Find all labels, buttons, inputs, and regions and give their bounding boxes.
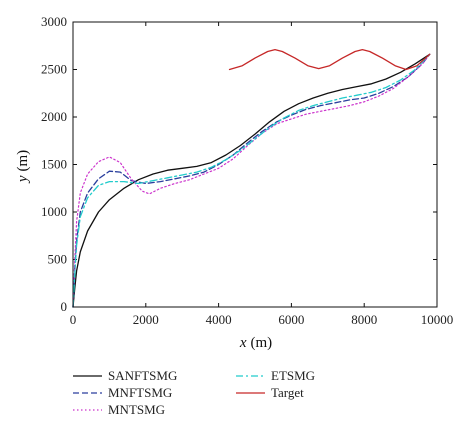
x-axis-label: x (m): [239, 335, 272, 351]
y-axis-unit: (m): [15, 150, 31, 172]
series-lines: [72, 48, 431, 308]
y-tick-label: 500: [48, 252, 68, 267]
x-tick-label: 4000: [206, 312, 232, 327]
x-tick-label: 10000: [421, 312, 454, 327]
y-tick-label: 3000: [41, 14, 67, 29]
y-tick-label: 2500: [41, 62, 67, 77]
y-tick-label: 1000: [41, 204, 67, 219]
series-line-mnftsmg: [72, 53, 431, 308]
legend-label-sanftsmg: SANFTSMG: [108, 368, 177, 383]
x-tick-label: 2000: [133, 312, 159, 327]
x-tick-label: 6000: [278, 312, 304, 327]
y-axis-label: y (m): [15, 150, 31, 184]
x-axis-unit: (m): [251, 335, 273, 351]
legend-label-target: Target: [271, 385, 304, 400]
series-line-target: [228, 48, 431, 71]
x-tick-label: 0: [70, 312, 77, 327]
series-line-sanftsmg: [72, 53, 431, 308]
y-axis-var: y: [15, 175, 31, 184]
legend: SANFTSMG MNFTSMG MNTSMG ETSMG Target: [73, 368, 315, 417]
axis-ticks: 0 2000 4000 6000 8000 10000 0 500 1000 1500 2000 25…: [41, 14, 453, 327]
x-tick-label: 8000: [351, 312, 377, 327]
legend-label-mnftsmg: MNFTSMG: [108, 385, 172, 400]
x-axis-var: x: [239, 335, 247, 351]
plot-frame: [72, 21, 438, 308]
y-tick-label: 2000: [41, 109, 67, 124]
series-line-mntsmg: [72, 53, 431, 308]
y-tick-label: 1500: [41, 157, 67, 172]
y-tick-label: 0: [61, 299, 68, 314]
series-line-etsmg: [72, 53, 431, 308]
legend-label-etsmg: ETSMG: [271, 368, 315, 383]
legend-label-mntsmg: MNTSMG: [108, 402, 165, 417]
